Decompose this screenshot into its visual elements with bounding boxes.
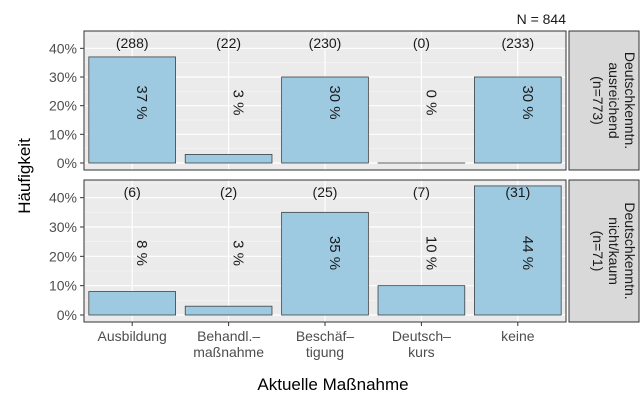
y-axis-title: Häufigkeit bbox=[15, 138, 34, 214]
x-tick-label-line: keine bbox=[501, 328, 535, 344]
panels-group: 0% 10% 20% 30% 40% (288) 37 % (22) 3 % (230) 30 % (… bbox=[49, 31, 639, 360]
y-tick-label: 20% bbox=[49, 98, 77, 114]
percent-label: 30 % bbox=[326, 85, 343, 119]
percent-label: 35 % bbox=[326, 236, 343, 270]
count-label: (2) bbox=[220, 184, 237, 200]
y-tick-label: 10% bbox=[49, 126, 77, 142]
facet-strip-label: Deutschkenntn. bbox=[622, 202, 638, 299]
x-tick-label-line: Ausbildung bbox=[98, 328, 167, 344]
bar bbox=[185, 154, 272, 163]
x-tick-label-line: tigung bbox=[306, 344, 344, 360]
x-tick-label: Behandl.–maßnahme bbox=[193, 328, 264, 360]
bar bbox=[282, 77, 369, 163]
x-tick-label: Beschäf–tigung bbox=[296, 328, 355, 360]
x-axis-title: Aktuelle Maßnahme bbox=[257, 375, 408, 394]
y-tick-label: 40% bbox=[49, 190, 77, 206]
count-label: (0) bbox=[413, 35, 430, 51]
percent-label: 44 % bbox=[519, 236, 536, 270]
bar bbox=[378, 286, 465, 315]
count-label: (6) bbox=[124, 184, 141, 200]
bar bbox=[185, 306, 272, 315]
x-tick-label: Deutsch–kurs bbox=[392, 328, 451, 360]
x-tick-label-line: Behandl.– bbox=[197, 328, 260, 344]
bar bbox=[474, 186, 561, 315]
x-tick-label-line: maßnahme bbox=[193, 344, 264, 360]
facet-strip-label: nicht/kaum bbox=[606, 217, 622, 285]
y-tick-label: 20% bbox=[49, 248, 77, 264]
y-tick-label: 30% bbox=[49, 69, 77, 85]
percent-label: 10 % bbox=[422, 236, 439, 270]
sample-size-note: N = 844 bbox=[517, 11, 567, 27]
y-tick-label: 0% bbox=[57, 307, 77, 323]
x-tick-label: keine bbox=[501, 328, 535, 344]
y-tick-label: 40% bbox=[49, 40, 77, 56]
facet-strip-label: (n=773) bbox=[590, 76, 606, 125]
y-tick-label: 0% bbox=[57, 155, 77, 171]
x-tick-label-line: Deutsch– bbox=[392, 328, 451, 344]
y-tick-label: 10% bbox=[49, 278, 77, 294]
count-label: (25) bbox=[313, 184, 338, 200]
percent-label: 3 % bbox=[230, 240, 247, 266]
count-label: (233) bbox=[501, 35, 534, 51]
facet-strip-label: Deutschkenntn. bbox=[622, 52, 638, 149]
count-label: (22) bbox=[216, 35, 241, 51]
x-tick-label-line: Beschäf– bbox=[296, 328, 355, 344]
x-tick-label: Ausbildung bbox=[98, 328, 167, 344]
percent-label: 30 % bbox=[519, 85, 536, 119]
percent-label: 37 % bbox=[133, 85, 150, 119]
bar bbox=[89, 292, 176, 315]
count-label: (288) bbox=[116, 35, 149, 51]
bar bbox=[89, 57, 176, 163]
percent-label: 3 % bbox=[230, 90, 247, 116]
count-label: (7) bbox=[413, 184, 430, 200]
percent-label: 0 % bbox=[422, 90, 439, 116]
count-label: (230) bbox=[309, 35, 342, 51]
bar bbox=[282, 212, 369, 315]
percent-label: 8 % bbox=[133, 240, 150, 266]
x-tick-label-line: kurs bbox=[408, 344, 434, 360]
facet-strip-label: (n=71) bbox=[590, 231, 606, 272]
facet-strip-label: ausreichend bbox=[606, 62, 622, 138]
y-tick-label: 30% bbox=[49, 219, 77, 235]
count-label: (31) bbox=[505, 184, 530, 200]
bar bbox=[474, 77, 561, 163]
